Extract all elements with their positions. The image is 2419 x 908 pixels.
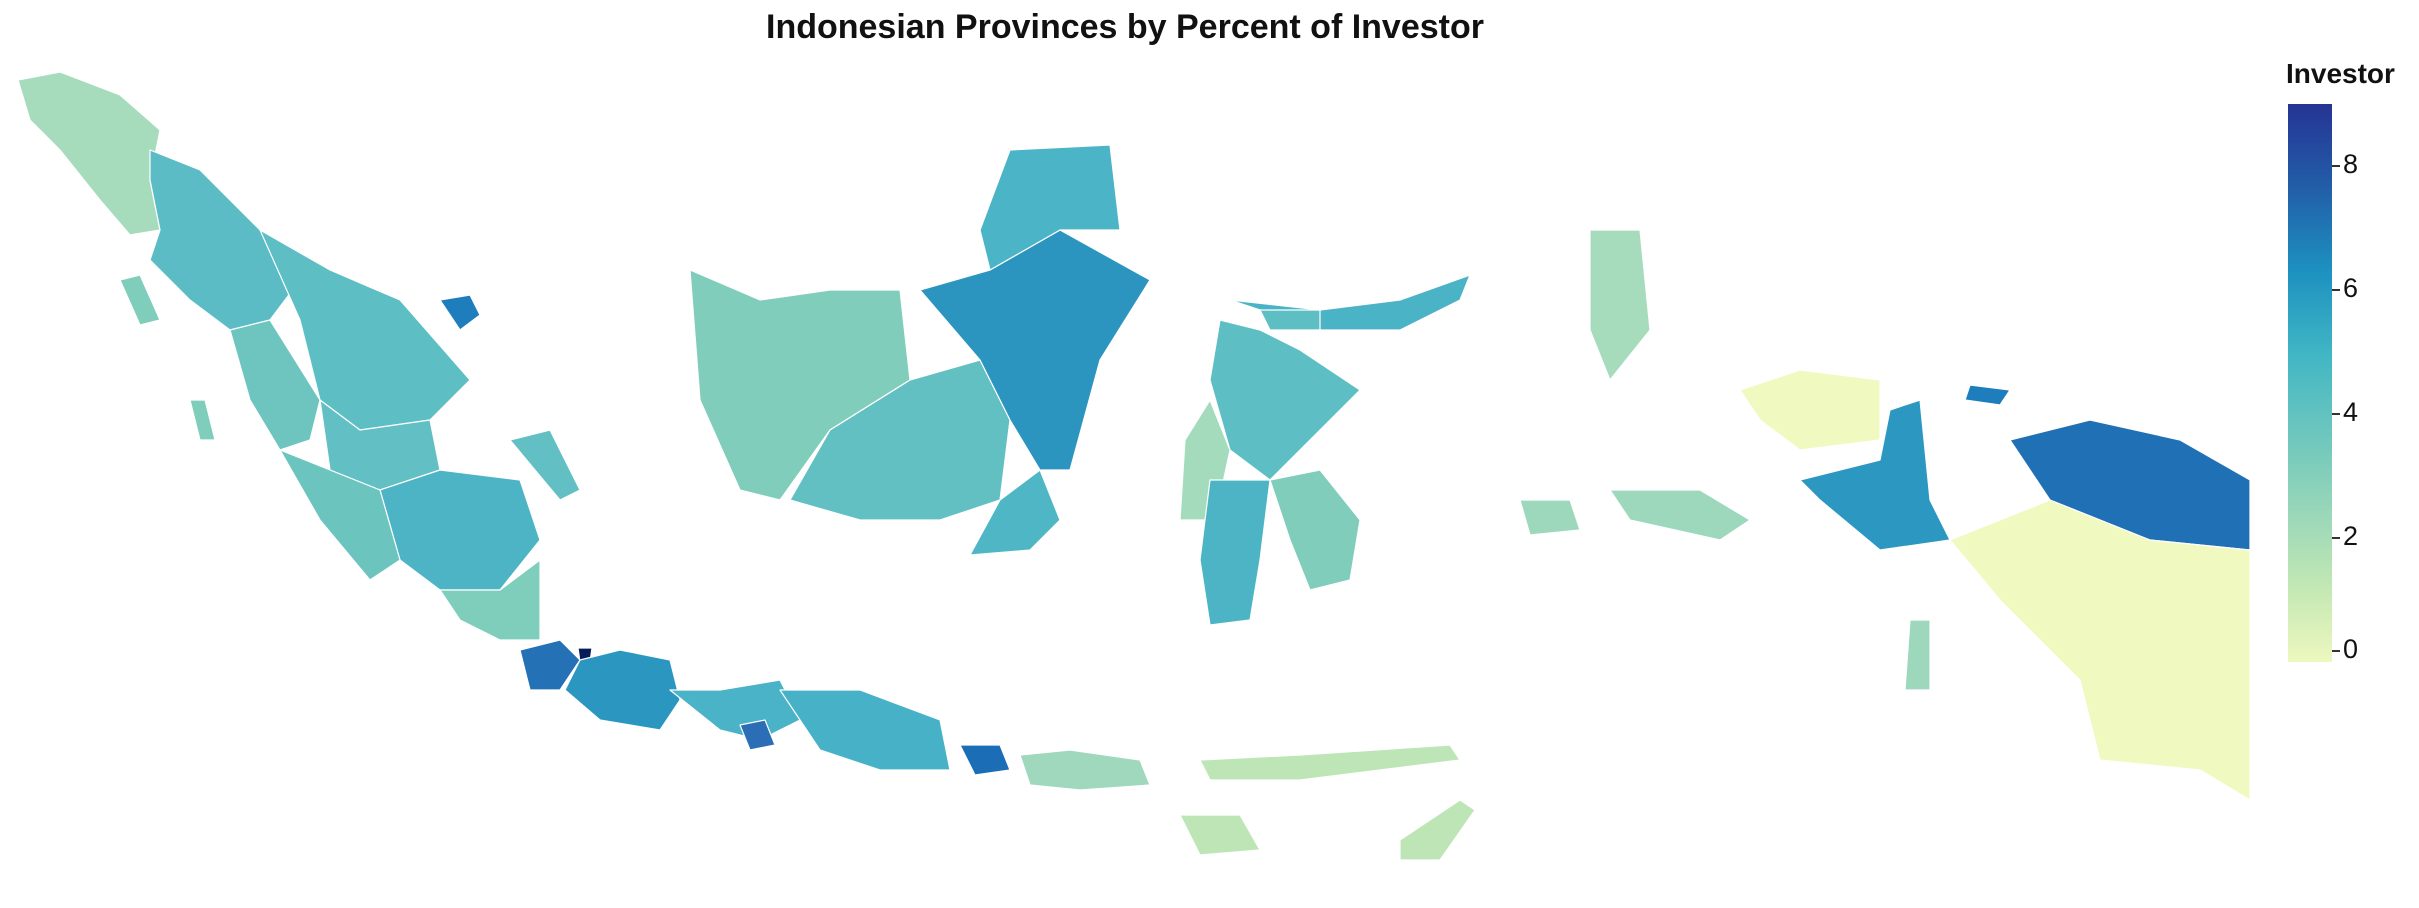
province-sulawesi-selatan[interactable]	[1199, 479, 1271, 626]
province-papua-selatan[interactable]	[1949, 499, 2250, 801]
province-bengkulu[interactable]	[279, 449, 401, 581]
province-ntt[interactable]	[1199, 744, 1461, 781]
province-maluku-utara[interactable]	[1589, 229, 1651, 381]
legend-color-bar	[2288, 104, 2332, 662]
province-sumatera-barat[interactable]	[229, 319, 321, 451]
island-sumba	[1179, 814, 1261, 856]
legend-title: Investor	[2286, 58, 2395, 89]
legend-tick-0: 0	[2343, 634, 2359, 664]
legend-tick-mark-4	[2332, 413, 2340, 415]
province-jawa-tengah[interactable]	[669, 679, 801, 741]
province-gorontalo[interactable]	[1259, 309, 1321, 331]
island-nias	[119, 274, 161, 326]
province-bali[interactable]	[959, 744, 1011, 776]
legend-tick-2: 2	[2343, 521, 2359, 551]
island-mentawai	[189, 399, 216, 441]
island-biak	[1964, 384, 2011, 406]
province-sulawesi-tengah[interactable]	[1209, 319, 1361, 481]
legend-tick-4: 4	[2343, 397, 2359, 427]
province-sumatera-selatan[interactable]	[379, 469, 541, 591]
choropleth-map	[17, 71, 2250, 861]
province-kalimantan-selatan[interactable]	[969, 469, 1061, 556]
province-kepulauan-riau[interactable]	[439, 294, 481, 331]
province-kalimantan-utara[interactable]	[979, 144, 1121, 271]
legend-tick-mark-2	[2332, 537, 2340, 539]
province-lampung[interactable]	[439, 559, 541, 641]
map-title: Indonesian Provinces by Percent of Inves…	[766, 8, 1484, 46]
legend-tick-mark-8	[2332, 165, 2340, 167]
province-ntb[interactable]	[1019, 749, 1151, 791]
legend-tick-8: 8	[2343, 149, 2359, 179]
province-banten[interactable]	[519, 639, 581, 691]
province-jawa-timur[interactable]	[779, 689, 951, 771]
province-aceh[interactable]	[17, 71, 161, 236]
province-jawa-barat[interactable]	[564, 649, 681, 731]
legend-tick-6: 6	[2343, 273, 2359, 303]
legend-tick-mark-0	[2332, 650, 2340, 652]
province-papua-barat[interactable]	[1799, 399, 1951, 551]
legend-tick-mark-6	[2332, 289, 2340, 291]
province-maluku[interactable]	[1519, 489, 1931, 691]
province-bangka-belitung[interactable]	[509, 429, 581, 501]
province-papua-barat-daya[interactable]	[1739, 369, 1881, 451]
province-sulawesi-tenggara[interactable]	[1269, 469, 1361, 591]
island-timor	[1399, 799, 1476, 861]
province-di-yogyakarta[interactable]	[739, 719, 776, 751]
